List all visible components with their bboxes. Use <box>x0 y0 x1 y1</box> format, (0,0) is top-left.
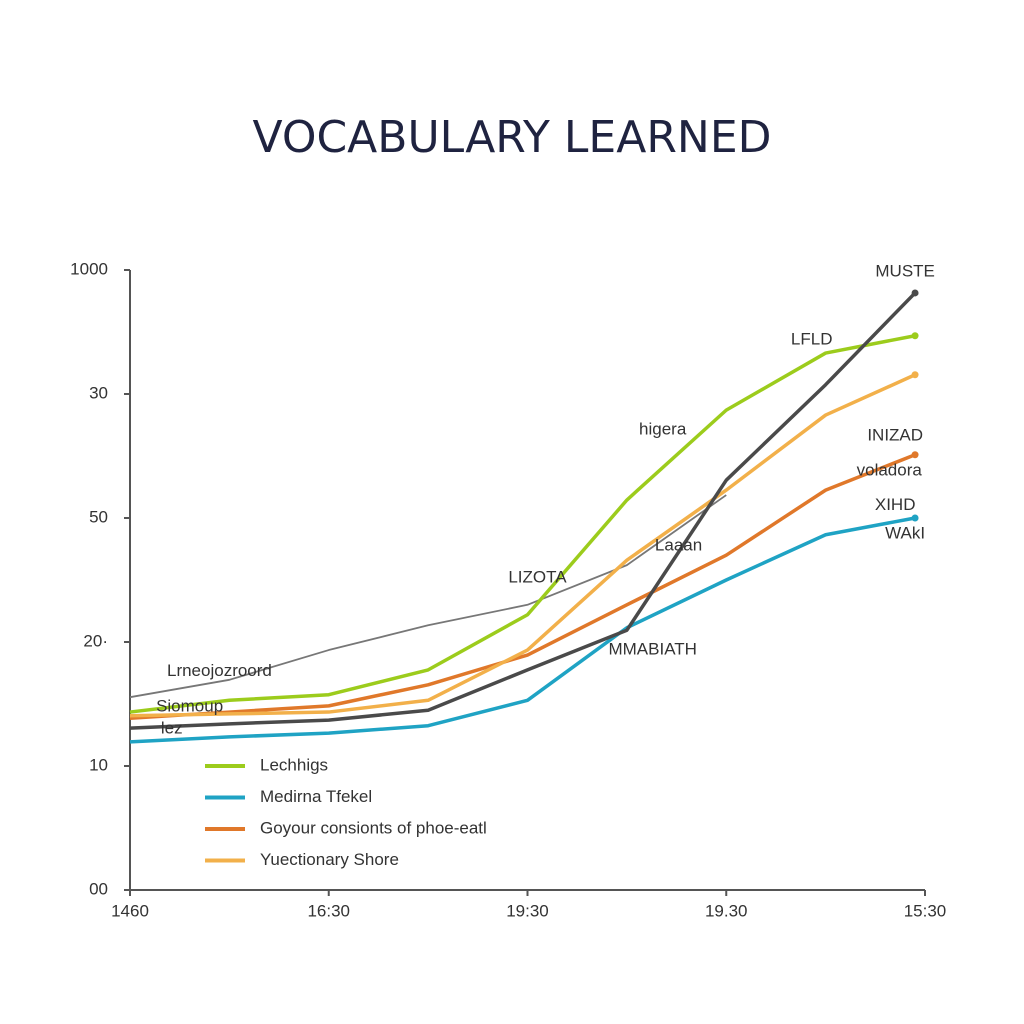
series-line <box>129 516 916 744</box>
end-point <box>911 451 919 459</box>
annotation: XIHD <box>875 495 916 514</box>
annotation: lez <box>161 718 183 737</box>
annotation: INIZAD <box>867 426 923 445</box>
annotation: LIZOTA <box>508 568 567 587</box>
y-tick-label: 50 <box>89 507 108 526</box>
annotation: MMABIATH <box>608 640 696 659</box>
x-tick-label: 19.30 <box>705 901 748 920</box>
y-tick-label: 30 <box>89 383 108 402</box>
legend-label: Medirna Tfekel <box>260 787 372 806</box>
end-point <box>911 371 919 379</box>
y-tick-label: 20· <box>83 631 108 650</box>
series-line <box>129 373 916 718</box>
legend-label: Goyour consionts of phoe-eatl <box>260 818 487 837</box>
chart-title: VOCABULARY LEARNED <box>253 112 772 163</box>
series-line <box>129 334 916 714</box>
annotation: LFLD <box>791 330 833 349</box>
series-line <box>129 494 727 699</box>
y-tick-label: 1000 <box>70 259 108 278</box>
y-tick-label: 00 <box>89 879 108 898</box>
legend-label: Lechhigs <box>260 755 328 774</box>
annotation: higera <box>639 419 687 438</box>
x-tick-label: 16:30 <box>307 901 350 920</box>
x-tick-label: 19:30 <box>506 901 549 920</box>
annotation: Siomoup <box>156 697 223 716</box>
legend-label: Yuectionary Shore <box>260 850 399 869</box>
end-point <box>911 332 919 340</box>
annotation: Laaan <box>655 535 702 554</box>
series-line <box>129 453 916 721</box>
series-line <box>129 291 917 730</box>
annotation: Lrneojozroord <box>167 661 272 680</box>
x-tick-label: 1460 <box>111 901 149 920</box>
y-tick-label: 10 <box>89 755 108 774</box>
end-point <box>911 289 919 297</box>
end-point <box>911 514 919 522</box>
annotation: MUSTE <box>875 261 935 280</box>
x-tick-label: 15:30 <box>904 901 947 920</box>
annotation: voladora <box>857 460 923 479</box>
annotation: WAkI <box>885 524 925 543</box>
